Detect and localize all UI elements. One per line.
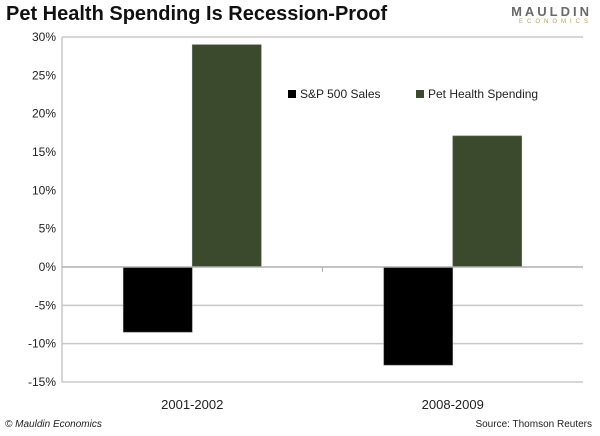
bar-sp500-2001-2002 — [122, 266, 193, 333]
logo-text: MAULDIN — [511, 4, 592, 19]
legend-label: Pet Health Spending — [428, 87, 538, 101]
x-tick-label: 2001-2002 — [161, 397, 223, 412]
y-tick-label: -5% — [35, 298, 57, 312]
bar-sp500-2008-2009 — [383, 266, 454, 366]
chart-title: Pet Health Spending Is Recession-Proof — [6, 3, 388, 25]
y-tick-label: 10% — [32, 183, 56, 197]
bar-pet-health-2008-2009 — [452, 135, 523, 268]
source-note: Source: Thomson Reuters — [475, 419, 592, 430]
legend-swatch — [416, 90, 424, 98]
y-tick-label: 15% — [32, 145, 56, 159]
y-tick-label: -10% — [28, 337, 56, 351]
x-tick-label: 2008-2009 — [422, 397, 484, 412]
copyright: © Mauldin Economics — [5, 419, 102, 430]
mauldin-logo: MAULDIN ECONOMICS — [511, 4, 592, 25]
y-tick-label: 30% — [32, 30, 56, 44]
bar-pet-health-2001-2002 — [191, 44, 262, 268]
y-tick-label: 5% — [39, 222, 57, 236]
legend-swatch — [288, 90, 296, 98]
legend-label: S&P 500 Sales — [300, 87, 381, 101]
logo-subtext: ECONOMICS — [518, 19, 592, 25]
y-tick-label: 20% — [32, 107, 56, 121]
y-tick-label: -15% — [28, 375, 56, 389]
y-tick-label: 25% — [32, 68, 56, 82]
y-tick-label: 0% — [39, 260, 57, 274]
